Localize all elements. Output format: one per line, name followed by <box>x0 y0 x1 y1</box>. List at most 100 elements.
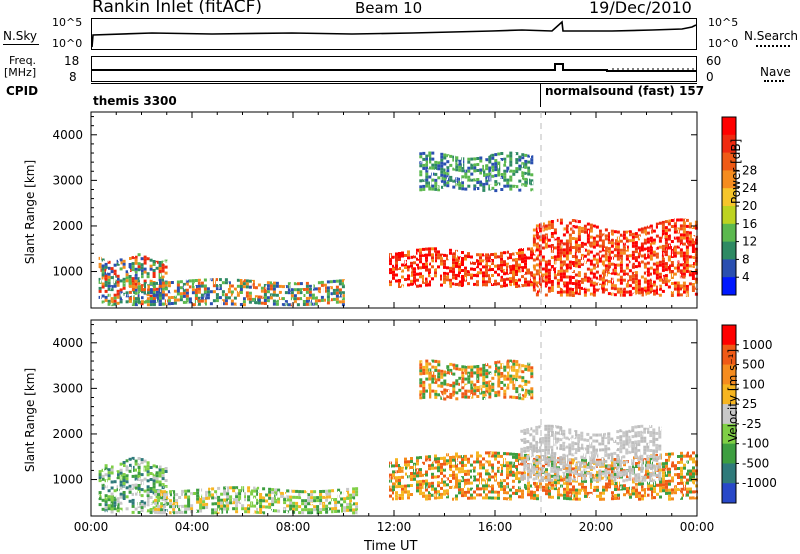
echo-cell <box>655 225 659 229</box>
echo-cell <box>562 263 566 267</box>
echo-cell <box>446 172 450 176</box>
echo-cell <box>643 445 647 449</box>
echo-cell <box>506 362 510 366</box>
echo-cell <box>392 485 395 489</box>
echo-cell <box>592 290 596 294</box>
echo-cell <box>137 511 141 514</box>
echo-cell <box>625 266 629 270</box>
echo-cell <box>389 280 392 284</box>
echo-cell <box>440 274 443 278</box>
echo-cell <box>158 299 162 303</box>
echo-cell <box>473 163 477 167</box>
echo-cell <box>646 288 650 292</box>
echo-cell <box>646 270 650 274</box>
echo-cell <box>170 281 174 284</box>
echo-cell <box>571 219 575 222</box>
echo-cell <box>566 467 569 471</box>
echo-cell <box>346 490 350 494</box>
echo-cell <box>604 270 608 274</box>
echo-cell <box>313 499 317 503</box>
echo-cell <box>518 489 521 493</box>
echo-cell <box>143 300 147 304</box>
echo-cell <box>589 241 593 245</box>
echo-cell <box>625 478 629 482</box>
echo-cell <box>535 440 539 444</box>
echo-cell <box>589 271 593 275</box>
echo-cell <box>389 473 392 477</box>
echo-cell <box>215 278 219 282</box>
echo-cell <box>398 464 401 467</box>
echo-cell <box>676 290 680 294</box>
echo-cell <box>512 359 516 363</box>
echo-cell <box>259 493 263 496</box>
echo-cell <box>520 447 524 451</box>
echo-cell <box>238 495 242 499</box>
echo-cell <box>443 492 446 496</box>
echo-cell <box>640 260 644 264</box>
echo-cell <box>625 472 629 476</box>
echo-cell <box>434 187 438 191</box>
echo-cell <box>641 488 644 492</box>
echo-cell <box>593 473 596 477</box>
echo-cell <box>568 221 572 225</box>
echo-cell <box>175 505 179 509</box>
echo-cell <box>565 239 569 243</box>
echo-cell <box>173 289 177 293</box>
echo-cell <box>208 496 212 500</box>
echo-cell <box>253 510 257 514</box>
echo-cell <box>467 374 471 378</box>
echo-cell <box>296 291 300 295</box>
echo-cell <box>515 185 519 189</box>
echo-cell <box>455 485 458 489</box>
echo-cell <box>643 256 647 260</box>
echo-cell <box>392 470 395 474</box>
echo-cell <box>223 489 227 493</box>
echo-cell <box>521 379 525 383</box>
echo-cell <box>431 484 434 488</box>
echo-cell <box>437 253 440 257</box>
echo-cell <box>473 490 476 494</box>
echo-cell <box>577 247 581 251</box>
echo-cell <box>668 452 671 456</box>
echo-cell <box>515 468 518 471</box>
echo-cell <box>485 381 489 385</box>
echo-cell <box>104 280 108 284</box>
echo-cell <box>152 300 156 304</box>
echo-cell <box>655 222 659 226</box>
echo-cell <box>530 387 534 391</box>
echo-cell <box>545 471 548 475</box>
echo-cell <box>227 296 231 300</box>
echo-cell <box>479 475 482 479</box>
echo-cell <box>287 291 291 295</box>
echo-cell <box>220 504 224 508</box>
echo-cell <box>416 483 419 487</box>
echo-cell <box>541 449 545 452</box>
echo-cell <box>652 271 656 275</box>
echo-cell <box>512 362 516 366</box>
echo-cell <box>694 223 698 227</box>
echo-cell <box>526 446 530 450</box>
echo-cell <box>497 375 501 379</box>
echo-cell <box>550 454 554 458</box>
colorbar-tick-label: 1000 <box>742 338 773 352</box>
echo-cell <box>107 278 111 282</box>
echo-cell <box>562 432 566 436</box>
echo-cell <box>470 172 474 176</box>
echo-cell <box>565 251 569 255</box>
echo-cell <box>529 433 533 437</box>
echo-cell <box>667 258 671 262</box>
echo-cell <box>658 471 662 475</box>
echo-cell <box>254 286 258 290</box>
echo-cell <box>643 280 647 284</box>
echo-cell <box>479 271 482 275</box>
echo-cell <box>584 458 587 462</box>
echo-cell <box>682 230 686 234</box>
echo-cell <box>607 292 611 296</box>
echo-cell <box>476 163 480 166</box>
echo-cell <box>107 272 111 276</box>
echo-cell <box>607 471 611 475</box>
echo-cell <box>538 449 542 453</box>
echo-cell <box>538 253 542 257</box>
echo-cell <box>556 281 560 285</box>
echo-cell <box>119 291 123 295</box>
